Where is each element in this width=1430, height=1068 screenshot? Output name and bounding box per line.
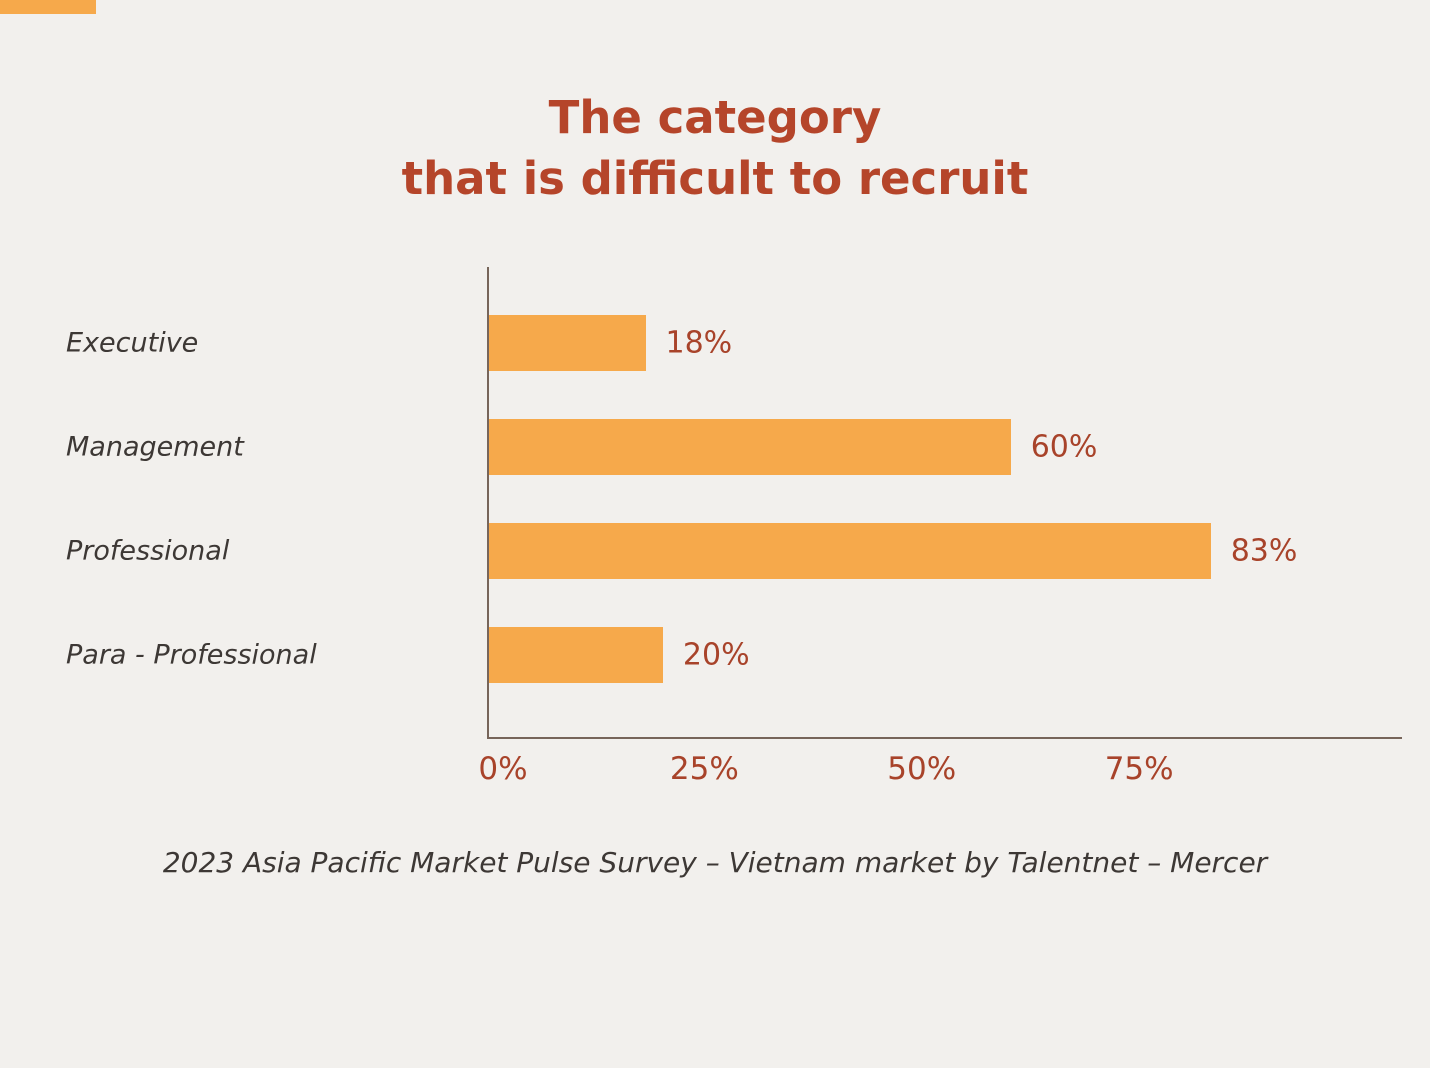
value-label: 83% bbox=[1230, 533, 1298, 569]
x-tick-label: 0% bbox=[478, 751, 528, 787]
plot-area bbox=[487, 267, 1402, 739]
value-label: 18% bbox=[665, 325, 733, 361]
bar bbox=[489, 315, 646, 371]
chart-title-line1: The category bbox=[548, 91, 882, 144]
corner-accent-bar bbox=[0, 0, 96, 14]
category-label: Para - Professional bbox=[66, 639, 317, 671]
bar bbox=[489, 419, 1011, 475]
category-label: Professional bbox=[66, 535, 230, 567]
value-label: 20% bbox=[682, 637, 750, 673]
x-tick-label: 75% bbox=[1104, 751, 1174, 787]
source-caption: 2023 Asia Pacific Market Pulse Survey – … bbox=[162, 846, 1268, 879]
category-label: Executive bbox=[66, 327, 199, 359]
x-tick-label: 50% bbox=[887, 751, 957, 787]
x-tick-label: 25% bbox=[669, 751, 739, 787]
category-label: Management bbox=[66, 431, 244, 463]
chart-title-line2: that is difficult to recruit bbox=[401, 151, 1029, 205]
chart-title: The category that is difficult to recrui… bbox=[0, 88, 1430, 210]
bar bbox=[489, 627, 663, 683]
bar bbox=[489, 523, 1211, 579]
value-label: 60% bbox=[1030, 429, 1098, 465]
